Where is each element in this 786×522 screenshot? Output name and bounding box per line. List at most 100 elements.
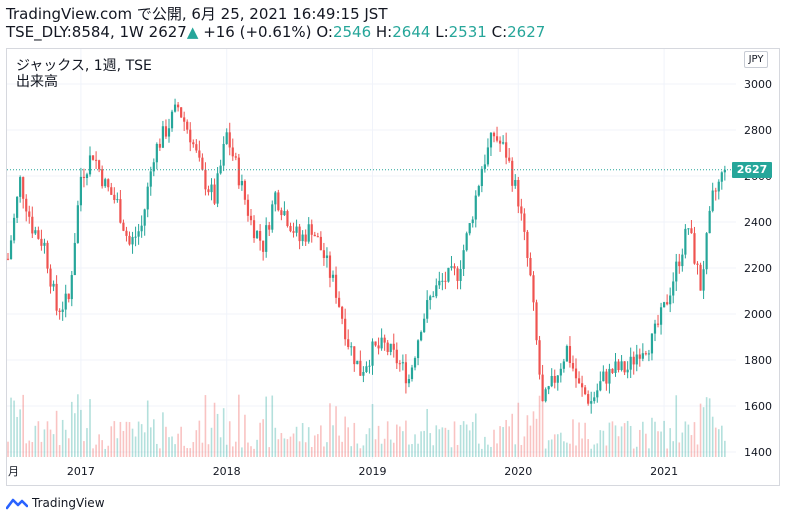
volume-bar <box>417 443 419 457</box>
volume-bar <box>31 442 34 457</box>
volume-bar <box>341 441 343 457</box>
candle-body <box>210 184 213 193</box>
candle-body <box>392 343 395 350</box>
candle-body <box>541 374 544 402</box>
volume-bar <box>183 445 185 457</box>
candle-body <box>368 365 371 367</box>
candle-body <box>617 361 620 371</box>
volume-bar <box>40 441 43 457</box>
candle-body <box>104 179 107 187</box>
volume-bar <box>113 421 116 457</box>
volume-bar <box>49 429 52 457</box>
volume-bar <box>253 448 255 457</box>
volume-bar <box>168 437 170 457</box>
candle-body <box>447 267 450 282</box>
candle-body <box>140 225 143 232</box>
volume-bar <box>614 425 617 457</box>
volume-bar <box>380 443 383 457</box>
volume-bar <box>204 395 207 457</box>
candle-body <box>693 233 696 264</box>
chart-header-ohlc-line: TSE_DLY:8584, 1W 2627▲ +16 (+0.61%) O:25… <box>6 24 545 41</box>
candle-body <box>559 368 562 376</box>
candle-body <box>186 121 189 130</box>
volume-bar <box>247 442 249 457</box>
volume-bar <box>645 433 647 457</box>
candle-body <box>714 190 717 192</box>
volume-bar <box>10 397 12 457</box>
volume-bar <box>563 441 565 457</box>
volume-bar <box>657 431 659 457</box>
y-tick-label: 3000 <box>744 78 772 91</box>
volume-bar <box>289 436 292 457</box>
candle-body <box>344 318 347 340</box>
volume-bar <box>526 415 529 457</box>
candle-body <box>574 368 578 379</box>
x-tick-label: 2021 <box>650 465 678 478</box>
volume-bar <box>511 413 514 457</box>
candle-body <box>577 378 581 384</box>
volume-bar <box>338 435 340 457</box>
candle-body <box>389 343 392 352</box>
volume-bar <box>189 448 192 457</box>
volume-bar <box>587 439 589 457</box>
volume-bar <box>241 447 243 457</box>
candle-body <box>350 346 353 348</box>
candle-body <box>401 362 404 364</box>
volume-bar <box>471 421 474 457</box>
volume-bar <box>110 426 113 457</box>
candle-body <box>514 180 517 186</box>
x-tick-label: 2020 <box>504 465 532 478</box>
candle-body <box>687 228 690 230</box>
candle-body <box>441 280 444 282</box>
volume-bar <box>64 429 67 457</box>
candle-body <box>225 132 228 144</box>
volume-bar <box>274 427 277 457</box>
candle-body <box>666 302 669 305</box>
volume-bar <box>441 427 444 457</box>
candle-body <box>571 362 575 369</box>
volume-bar <box>344 416 346 457</box>
volume-bar <box>186 448 189 457</box>
volume-bar <box>162 412 164 457</box>
volume-bar <box>70 401 73 457</box>
volume-bar <box>146 400 149 457</box>
volume-bar <box>362 445 365 457</box>
volume-bar <box>696 444 699 457</box>
candle-body <box>535 302 538 341</box>
volume-bar <box>702 407 705 457</box>
currency-badge[interactable]: JPY <box>744 51 768 68</box>
x-tick-label: 2018 <box>213 465 241 478</box>
volume-bar <box>632 448 635 457</box>
volume-bar <box>119 421 122 457</box>
volume-bar <box>517 402 520 457</box>
volume-bar <box>411 444 413 457</box>
volume-bar <box>593 444 596 457</box>
volume-bar <box>67 438 70 457</box>
candle-body <box>696 263 699 265</box>
volume-bar <box>74 413 76 457</box>
open-label: O: <box>316 23 333 41</box>
volume-bar <box>532 411 535 457</box>
volume-bar <box>392 442 395 457</box>
volume-bar <box>262 419 264 457</box>
volume-bar <box>225 444 228 457</box>
candle-body <box>593 397 596 402</box>
volume-bar <box>22 394 24 457</box>
candle-body <box>562 361 565 369</box>
candle-body <box>289 226 292 232</box>
volume-bar <box>611 421 614 457</box>
y-tick-label: 2400 <box>744 216 772 229</box>
volume-bar <box>95 444 97 457</box>
candle-body <box>222 143 225 166</box>
volume-bar <box>301 423 304 457</box>
candle-body <box>49 268 52 287</box>
volume-bar <box>699 403 702 457</box>
candle-body <box>61 309 64 312</box>
volume-bar <box>180 426 182 457</box>
candle-body <box>271 204 274 230</box>
volume-bar <box>280 433 283 457</box>
volume-bar <box>675 395 678 457</box>
close-label: C: <box>491 23 508 41</box>
candle-body <box>283 211 286 216</box>
